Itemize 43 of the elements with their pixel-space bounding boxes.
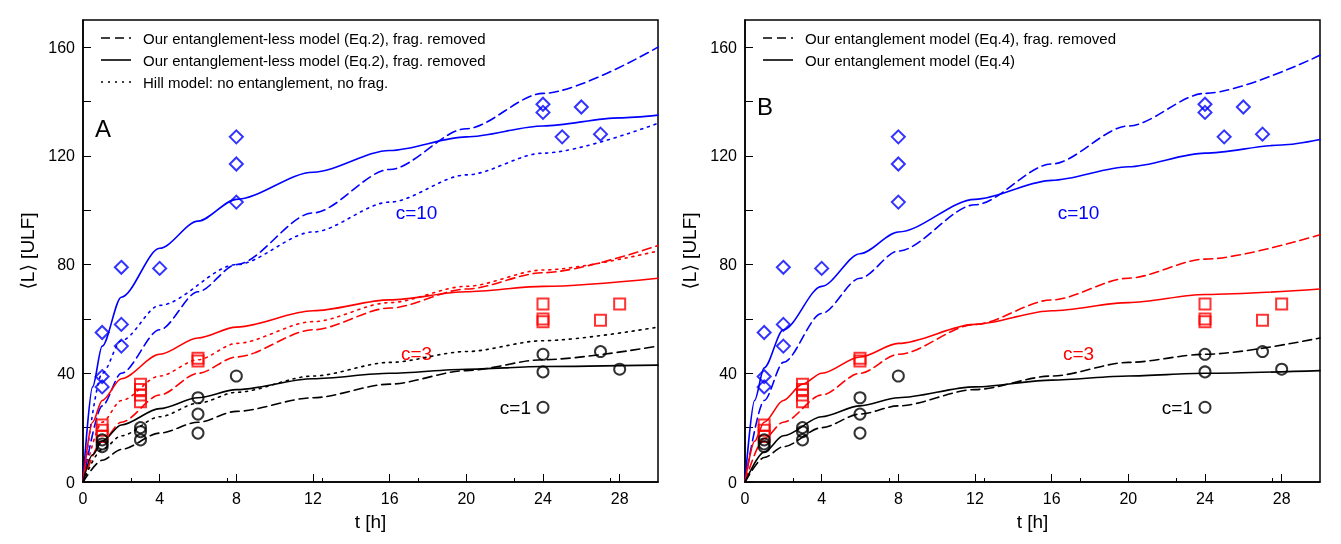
y-tick-label: 0 (728, 473, 738, 491)
legend-label: Our entanglement-less model (Eq.2), frag. removed (143, 29, 486, 47)
x-tick-label: 20 (457, 489, 476, 507)
x-tick-label: 28 (610, 489, 629, 507)
legend-label: Our entanglement model (Eq.4), frag. removed (805, 29, 1116, 47)
y-tick-label: 160 (710, 38, 738, 56)
text: c=3 (1062, 343, 1095, 365)
legend-label: Our entanglement model (Eq.4) (805, 51, 1016, 69)
y-tick-label: 40 (57, 364, 76, 382)
y-tick-label: 160 (48, 38, 76, 56)
y-tick-label: 120 (48, 147, 76, 165)
text: c=3 (400, 343, 433, 365)
y-tick-label: 40 (719, 364, 738, 382)
series-label: c=1 (1161, 396, 1193, 418)
x-tick-label: 24 (1196, 489, 1214, 507)
x-tick-label: 20 (1119, 489, 1138, 507)
x-tick-label: 12 (304, 489, 322, 507)
x-tick-label: 0 (740, 489, 750, 507)
y-tick-label: 120 (710, 147, 738, 165)
x-tick-label: 0 (78, 489, 88, 507)
y-tick-label: 80 (719, 256, 738, 274)
text: c=10 (395, 202, 438, 224)
y-axis-title: ⟨L⟩ [ULF] (17, 212, 39, 290)
text: c=10 (1057, 202, 1100, 224)
x-tick-label: 16 (380, 489, 399, 507)
x-tick-label: 4 (817, 489, 827, 507)
x-tick-label: 8 (893, 489, 903, 507)
x-axis-title: t [h] (1016, 511, 1049, 532)
y-axis-title: ⟨L⟩ [ULF] (679, 212, 701, 290)
y-tick-label: 0 (66, 473, 76, 491)
annotation: B (757, 92, 774, 120)
x-tick-label: 28 (1272, 489, 1291, 507)
x-tick-label: 4 (155, 489, 165, 507)
legend-label: Our entanglement-less model (Eq.2), frag. removed (143, 51, 486, 69)
x-axis-title: t [h] (354, 511, 387, 532)
x-tick-label: 24 (534, 489, 552, 507)
x-tick-label: 16 (1042, 489, 1061, 507)
legend-label: Hill model: no entanglement, no frag. (143, 73, 389, 91)
annotation: A (95, 114, 112, 142)
y-tick-label: 80 (57, 256, 76, 274)
x-tick-label: 12 (966, 489, 984, 507)
x-tick-label: 8 (231, 489, 241, 507)
series-label: c=1 (499, 396, 531, 418)
